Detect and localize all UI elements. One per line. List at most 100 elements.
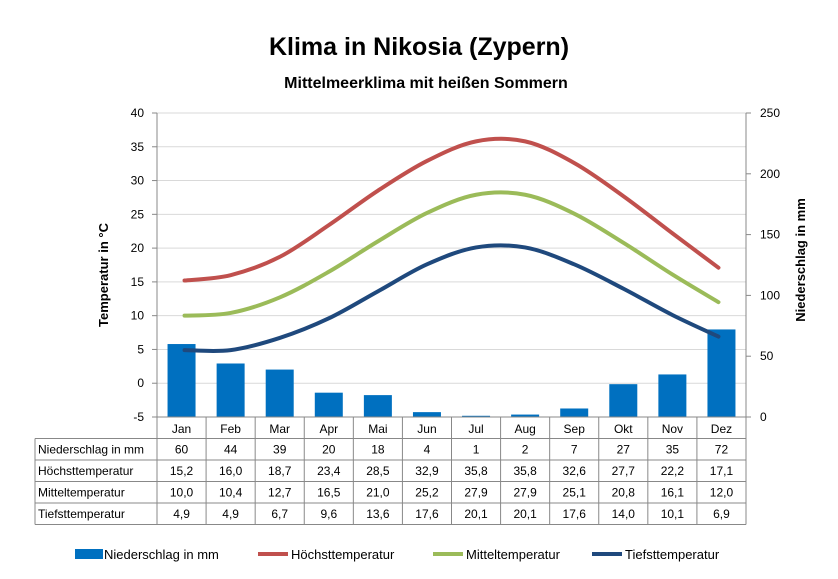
y-tick-label: 5: [137, 342, 144, 356]
table-cell: 20,8: [612, 486, 636, 500]
bar-Okt: [609, 384, 638, 417]
bar-Nov: [658, 374, 687, 417]
table-cell: 72: [715, 443, 729, 457]
table-cell: 35,8: [464, 464, 488, 478]
table-cell: 17,1: [710, 464, 734, 478]
table-cell: 15,2: [170, 464, 194, 478]
y2-axis-title: Niederschlag in mm: [793, 198, 808, 322]
table-cell: 27,9: [464, 486, 488, 500]
table-cell: 23,4: [317, 464, 341, 478]
table-cell: 2: [522, 443, 529, 457]
table-cell: 25,2: [415, 486, 439, 500]
bar-Dez: [707, 329, 736, 417]
chart-subtitle: Mittelmeerklima mit heißen Sommern: [284, 75, 568, 92]
table-cell: 6,7: [271, 507, 288, 521]
chart-title: Klima in Nikosia (Zypern): [269, 33, 569, 61]
y2-tick-label: 150: [760, 228, 780, 242]
table-cell: 18,7: [268, 464, 292, 478]
bar-Sep: [560, 408, 589, 417]
table-cell: 32,6: [563, 464, 587, 478]
month-label: Jan: [172, 422, 191, 436]
y-tick-label: -5: [133, 410, 144, 424]
bar-Apr: [314, 392, 343, 417]
y-tick-label: 10: [131, 309, 145, 323]
table-cell: 22,2: [661, 464, 685, 478]
table-cell: 9,6: [320, 507, 337, 521]
legend-label: Tiefsttemperatur: [625, 547, 720, 562]
table-cell: 10,4: [219, 486, 243, 500]
month-label: Okt: [614, 422, 633, 436]
month-label: Dez: [711, 422, 732, 436]
legend-swatch: [75, 549, 103, 559]
month-label: Feb: [220, 422, 241, 436]
month-label: Mai: [368, 422, 387, 436]
table-cell: 27,9: [513, 486, 537, 500]
table-cell: 10,1: [661, 507, 685, 521]
table-cell: 44: [224, 443, 238, 457]
table-cell: 16,1: [661, 486, 685, 500]
table-cell: 10,0: [170, 486, 194, 500]
table-cell: 20: [322, 443, 336, 457]
month-label: Jun: [417, 422, 436, 436]
table-cell: 20,1: [513, 507, 537, 521]
table-cell: 39: [273, 443, 287, 457]
bar-Feb: [216, 363, 245, 417]
table-cell: 60: [175, 443, 189, 457]
month-label: Aug: [514, 422, 535, 436]
legend-label: Mitteltemperatur: [466, 547, 561, 562]
table-cell: 20,1: [464, 507, 488, 521]
month-label: Sep: [564, 422, 586, 436]
y-axis-title: Temperatur in °C: [96, 222, 111, 327]
bar-Mai: [363, 395, 392, 417]
table-cell: 27: [617, 443, 631, 457]
table-cell: 14,0: [612, 507, 636, 521]
table-cell: 1: [473, 443, 480, 457]
table-cell: 17,6: [415, 507, 439, 521]
legend-label: Höchsttemperatur: [291, 547, 395, 562]
table-cell: 4,9: [222, 507, 239, 521]
y-tick-label: 35: [131, 140, 145, 154]
table-cell: 27,7: [612, 464, 636, 478]
y2-tick-label: 200: [760, 167, 780, 181]
table-cell: 12,7: [268, 486, 292, 500]
month-label: Mar: [269, 422, 290, 436]
month-label: Jul: [468, 422, 483, 436]
table-row-header: Niederschlag in mm: [38, 443, 144, 457]
y2-tick-label: 250: [760, 106, 780, 120]
table-cell: 35: [666, 443, 680, 457]
table-cell: 17,6: [563, 507, 587, 521]
line-Mitteltemperatur: [182, 190, 721, 318]
table-cell: 6,9: [713, 507, 730, 521]
y-tick-label: 25: [131, 207, 145, 221]
table-cell: 4,9: [173, 507, 190, 521]
month-label: Apr: [319, 422, 338, 436]
legend-label: Niederschlag in mm: [104, 547, 219, 562]
y-tick-label: 0: [137, 376, 144, 390]
bar-Jun: [412, 412, 441, 417]
table-cell: 28,5: [366, 464, 390, 478]
line-Höchsttemperatur: [182, 136, 721, 283]
bar-Jan: [167, 344, 196, 417]
table-cell: 18: [371, 443, 385, 457]
table-cell: 7: [571, 443, 578, 457]
y-tick-label: 40: [131, 106, 145, 120]
table-cell: 16,5: [317, 486, 341, 500]
y2-tick-label: 100: [760, 288, 780, 302]
table-cell: 13,6: [366, 507, 390, 521]
table-row-header: Mitteltemperatur: [38, 486, 125, 500]
table-cell: 16,0: [219, 464, 243, 478]
y-tick-label: 15: [131, 275, 145, 289]
table-cell: 32,9: [415, 464, 439, 478]
bar-Aug: [511, 414, 540, 417]
y2-tick-label: 50: [760, 349, 774, 363]
table-cell: 25,1: [563, 486, 587, 500]
y2-tick-label: 0: [760, 410, 767, 424]
line-Tiefsttemperatur: [182, 243, 721, 354]
y-tick-label: 20: [131, 241, 145, 255]
table-row-header: Tiefsttemperatur: [38, 507, 125, 521]
table-row-header: Höchsttemperatur: [38, 464, 133, 478]
y-tick-label: 30: [131, 174, 145, 188]
bar-Jul: [462, 415, 491, 417]
